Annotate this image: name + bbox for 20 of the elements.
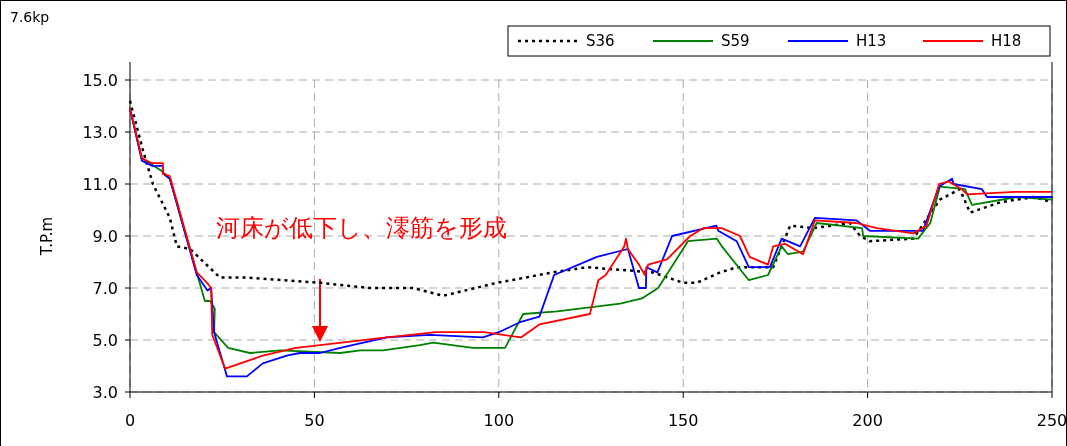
- y-tick-label: 3.0: [92, 382, 118, 402]
- y-axis-title: T.P.m: [38, 216, 56, 257]
- x-tick-label: 0: [124, 411, 136, 430]
- y-tick-label: 11.0: [82, 174, 118, 194]
- annotation: 河床が低下し、澪筋を形成: [216, 214, 507, 242]
- y-tick-label: 9.0: [92, 226, 118, 246]
- x-tick-label: 50: [304, 411, 325, 430]
- x-tick-label: 250: [1036, 411, 1067, 430]
- legend-label: H18: [991, 32, 1022, 51]
- x-tick-label: 200: [852, 411, 883, 430]
- legend-label: H13: [856, 32, 887, 51]
- legend-label: S36: [586, 32, 615, 51]
- y-tick-label: 5.0: [92, 330, 118, 350]
- text: 7.6kp: [10, 9, 50, 25]
- y-tick-label: 15.0: [82, 70, 118, 90]
- legend-label: S59: [721, 32, 750, 51]
- x-tick-label: 100: [483, 411, 515, 430]
- x-tick-label: 150: [667, 411, 699, 430]
- y-tick-label: 7.0: [92, 278, 118, 298]
- y-tick-label: 13.0: [82, 122, 118, 142]
